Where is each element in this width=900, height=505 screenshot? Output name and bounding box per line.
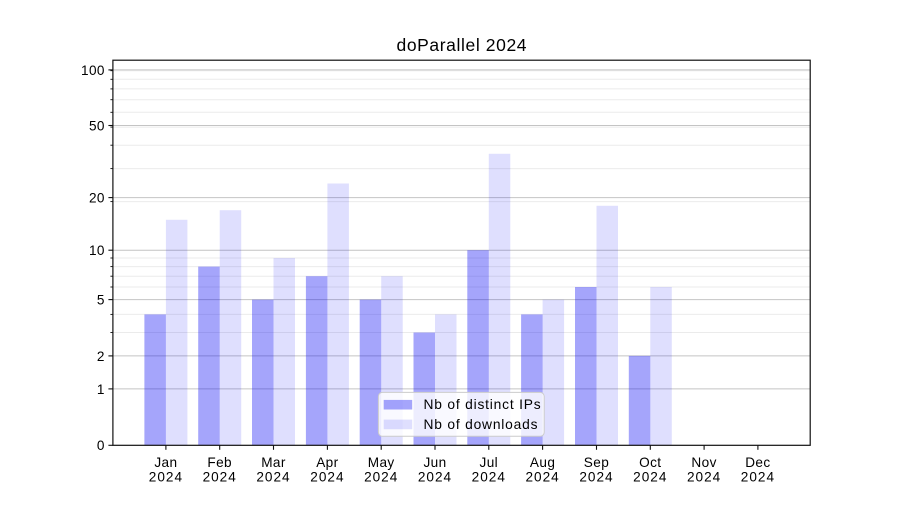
svg-text:doParallel 2024: doParallel 2024 <box>396 35 527 55</box>
svg-text:0: 0 <box>97 438 105 453</box>
svg-text:1: 1 <box>97 382 105 397</box>
svg-text:May: May <box>368 455 395 470</box>
svg-text:Jan: Jan <box>154 455 177 470</box>
svg-text:Apr: Apr <box>316 455 338 470</box>
svg-text:2024: 2024 <box>525 469 559 484</box>
svg-text:2: 2 <box>97 349 105 364</box>
svg-text:2024: 2024 <box>364 469 398 484</box>
svg-text:Aug: Aug <box>530 455 555 470</box>
svg-text:Sep: Sep <box>584 455 609 470</box>
svg-text:2024: 2024 <box>256 469 290 484</box>
svg-text:10: 10 <box>89 243 105 258</box>
svg-text:Nb of distinct IPs: Nb of distinct IPs <box>424 397 542 412</box>
svg-text:2024: 2024 <box>310 469 344 484</box>
svg-text:20: 20 <box>89 191 105 206</box>
svg-text:Dec: Dec <box>745 455 770 470</box>
svg-text:2024: 2024 <box>741 469 775 484</box>
svg-text:Nb of downloads: Nb of downloads <box>424 417 539 432</box>
svg-text:Mar: Mar <box>261 455 286 470</box>
svg-text:2024: 2024 <box>203 469 237 484</box>
svg-text:50: 50 <box>89 118 105 133</box>
svg-text:2024: 2024 <box>149 469 183 484</box>
svg-text:Feb: Feb <box>207 455 232 470</box>
svg-text:Jun: Jun <box>423 455 446 470</box>
svg-text:Jul: Jul <box>480 455 499 470</box>
svg-text:5: 5 <box>97 293 105 308</box>
svg-text:2024: 2024 <box>418 469 452 484</box>
svg-text:100: 100 <box>81 63 105 78</box>
svg-text:2024: 2024 <box>687 469 721 484</box>
svg-text:2024: 2024 <box>579 469 613 484</box>
svg-text:2024: 2024 <box>633 469 667 484</box>
svg-text:Oct: Oct <box>639 455 661 470</box>
svg-text:Nov: Nov <box>691 455 716 470</box>
svg-text:2024: 2024 <box>472 469 506 484</box>
